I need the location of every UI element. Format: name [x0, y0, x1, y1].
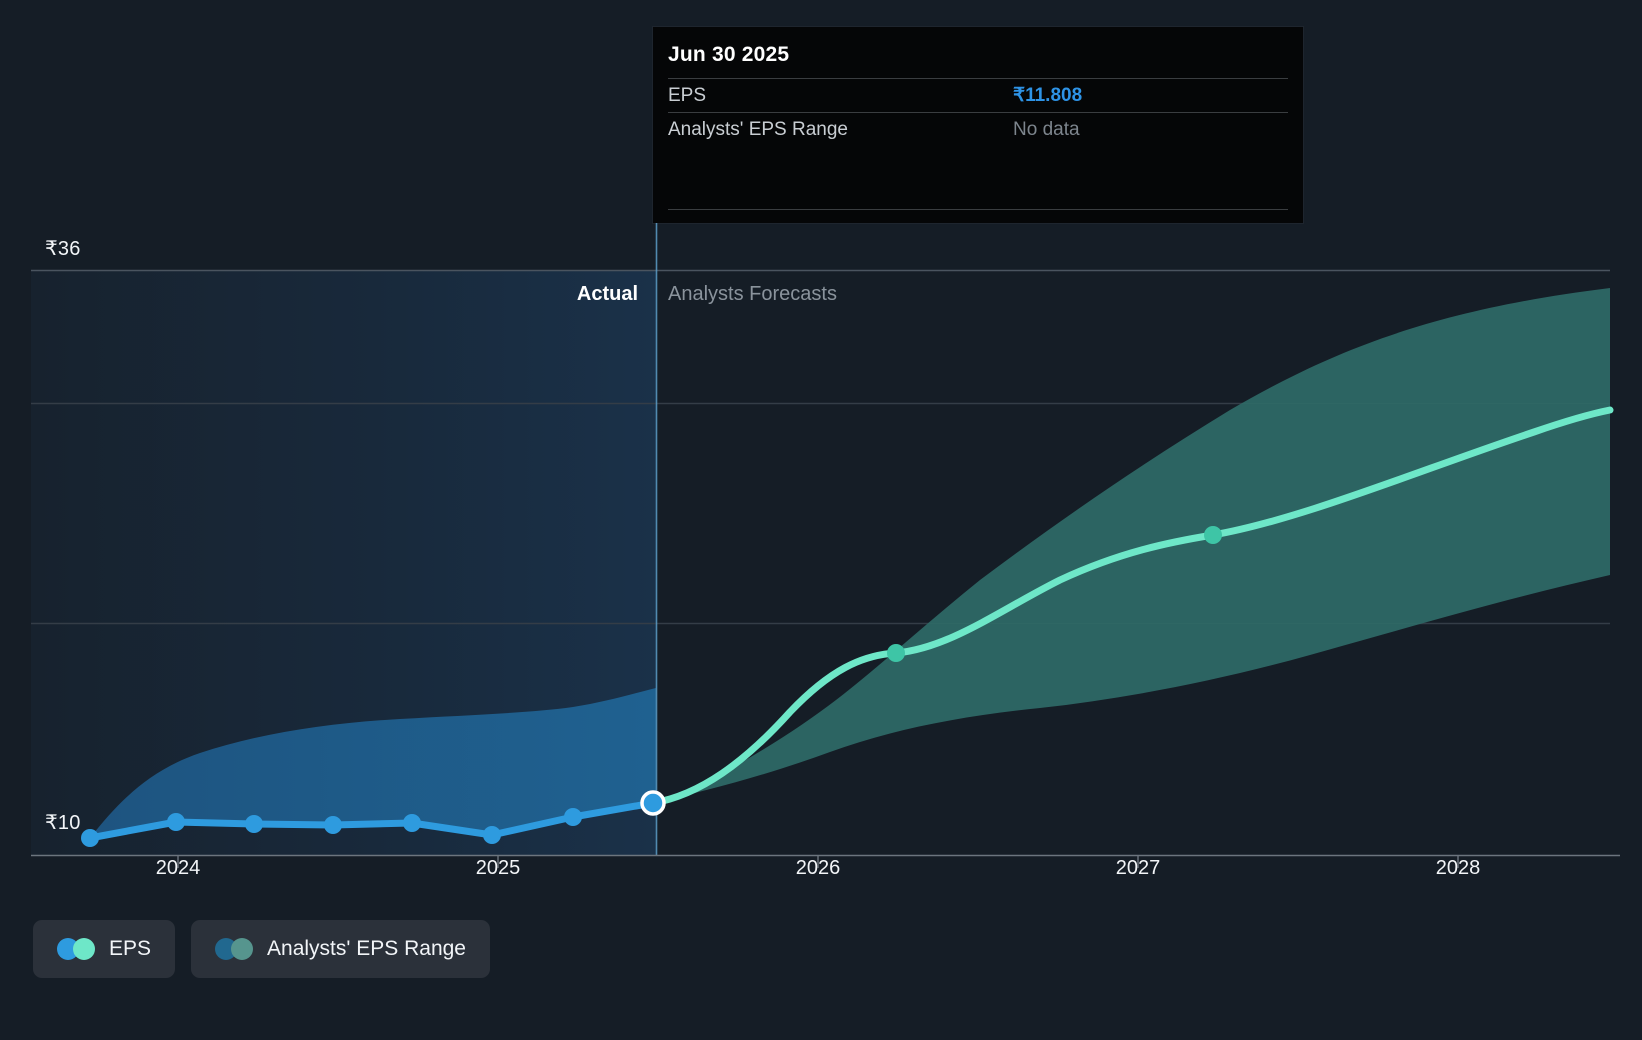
forecast-eps-line — [649, 406, 1614, 807]
tooltip-value-eps: ₹11.808 — [1013, 85, 1083, 106]
tooltip-row-range: Analysts' EPS Range No data — [668, 112, 1288, 146]
chart-legend: EPS Analysts' EPS Range — [33, 920, 490, 978]
tooltip-spacer — [668, 146, 1288, 209]
tooltip-value-range: No data — [1013, 118, 1080, 140]
x-axis-label-2027: 2027 — [1115, 857, 1161, 879]
forecast-range-band — [653, 288, 1610, 803]
tooltip-key-range: Analysts' EPS Range — [668, 118, 848, 140]
y-axis-label-top: ₹36 — [45, 238, 81, 260]
phase-label-actual: Actual — [576, 283, 638, 305]
tooltip-key-eps: EPS — [668, 84, 707, 106]
legend-swatch-eps-icon — [57, 938, 95, 960]
x-axis-label-2028: 2028 — [1435, 857, 1481, 879]
actual-eps-markers[interactable] — [81, 808, 582, 847]
legend-swatch-range-icon — [215, 938, 254, 960]
chart-tooltip: Jun 30 2025 EPS ₹11.808 Analysts' EPS Ra… — [653, 27, 1303, 223]
y-axis-label-bottom: ₹10 — [45, 812, 81, 834]
legend-label-analysts-eps-range: Analysts' EPS Range — [267, 937, 466, 960]
actual-range-band — [90, 688, 656, 838]
tooltip-title: Jun 30 2025 — [668, 43, 790, 66]
highlighted-data-point[interactable] — [640, 790, 666, 816]
actual-eps-line — [86, 799, 657, 842]
x-axis-label-2024: 2024 — [155, 857, 201, 879]
x-axis-label-2025: 2025 — [475, 857, 521, 879]
tooltip-footer-divider — [668, 209, 1288, 210]
forecast-eps-markers[interactable] — [887, 526, 1222, 662]
legend-label-eps: EPS — [109, 937, 152, 960]
tooltip-row-eps: EPS ₹11.808 — [668, 78, 1288, 112]
phase-label-forecast: Analysts Forecasts — [668, 283, 837, 305]
legend-item-eps[interactable]: EPS — [33, 920, 176, 978]
x-axis-ticks — [177, 855, 1459, 868]
x-axis-label-2026: 2026 — [795, 857, 841, 879]
legend-item-analysts-eps-range[interactable]: Analysts' EPS Range — [191, 920, 490, 978]
